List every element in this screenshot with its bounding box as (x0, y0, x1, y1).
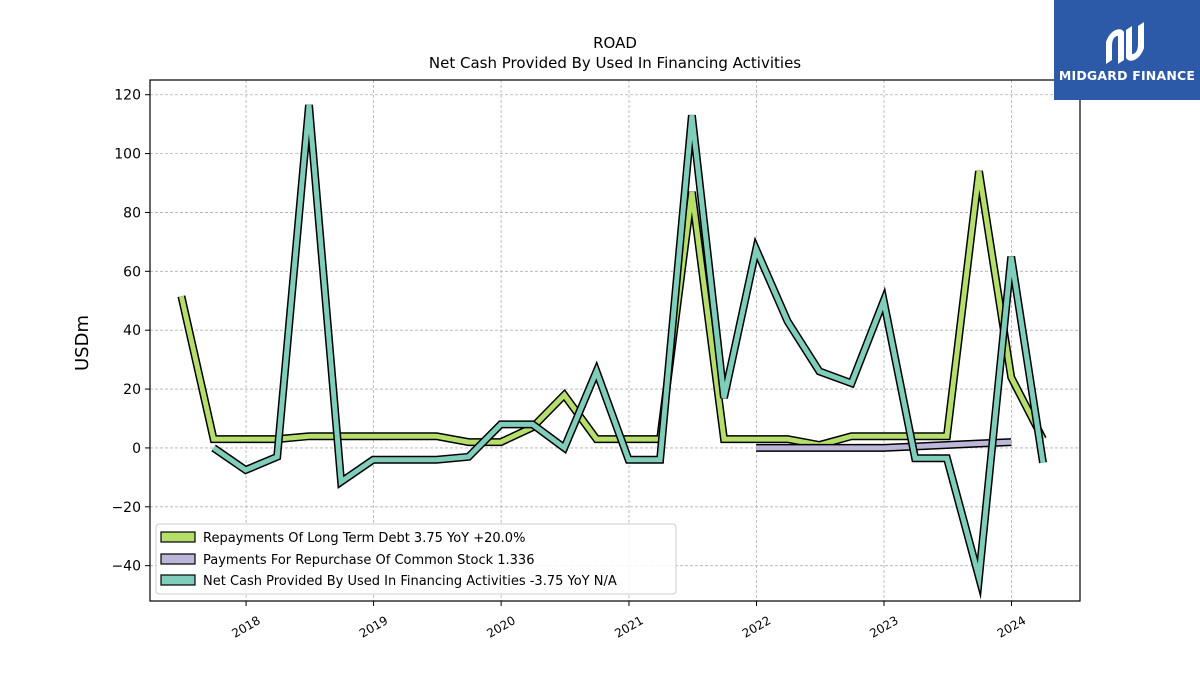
y-tick-label: −20 (111, 500, 141, 516)
chart-title: ROAD (593, 34, 637, 52)
legend-label-net-cash: Net Cash Provided By Used In Financing A… (203, 574, 617, 589)
logo-text: MIDGARD FINANCE (1058, 68, 1196, 83)
y-axis-label: USDm (72, 315, 93, 371)
repayments-of-long-term-debt-line (178, 170, 1046, 448)
series-layer (177, 104, 1047, 600)
chart-subtitle: Net Cash Provided By Used In Financing A… (429, 54, 801, 72)
legend-swatch-repurchase (160, 553, 196, 565)
legend-label-repurchase: Payments For Repurchase Of Common Stock … (203, 553, 534, 568)
plot-frame (149, 79, 1081, 602)
grid (150, 80, 1080, 601)
y-tick-label: 0 (132, 441, 141, 457)
x-tick-label: 2022 (740, 613, 773, 640)
x-tick-label: 2023 (867, 613, 900, 640)
x-tick-label: 2021 (612, 613, 645, 640)
x-tick-label: 2018 (229, 613, 262, 640)
y-tick-label: 120 (114, 88, 141, 104)
x-tick-label: 2024 (995, 613, 1028, 640)
y-tick-label: 40 (123, 323, 141, 339)
brand-logo: MIDGARD FINANCE (1054, 0, 1200, 100)
y-tick-label: −40 (111, 559, 141, 575)
x-tick-label: 2020 (484, 613, 517, 640)
y-tick-label: 20 (123, 382, 141, 398)
legend: Repayments Of Long Term Debt 3.75 YoY +2… (155, 523, 677, 595)
legend-swatch-net-cash (160, 574, 196, 586)
net-cash-provided-by-used-in-financing-activities-line-outline (211, 104, 1047, 600)
logo-mark-icon (1106, 22, 1144, 64)
y-tick-label: 60 (123, 264, 141, 280)
net-cash-provided-by-used-in-financing-activities-line (212, 104, 1046, 592)
legend-swatch-repayments (160, 531, 196, 543)
y-tick-label: 80 (123, 205, 141, 221)
legend-label-repayments: Repayments Of Long Term Debt 3.75 YoY +2… (203, 531, 525, 546)
payments-for-repurchase-of-common-stock-line (756, 439, 1012, 451)
y-tick-label: 100 (114, 147, 141, 163)
legend-box (155, 523, 677, 595)
x-tick-label: 2019 (357, 613, 390, 640)
